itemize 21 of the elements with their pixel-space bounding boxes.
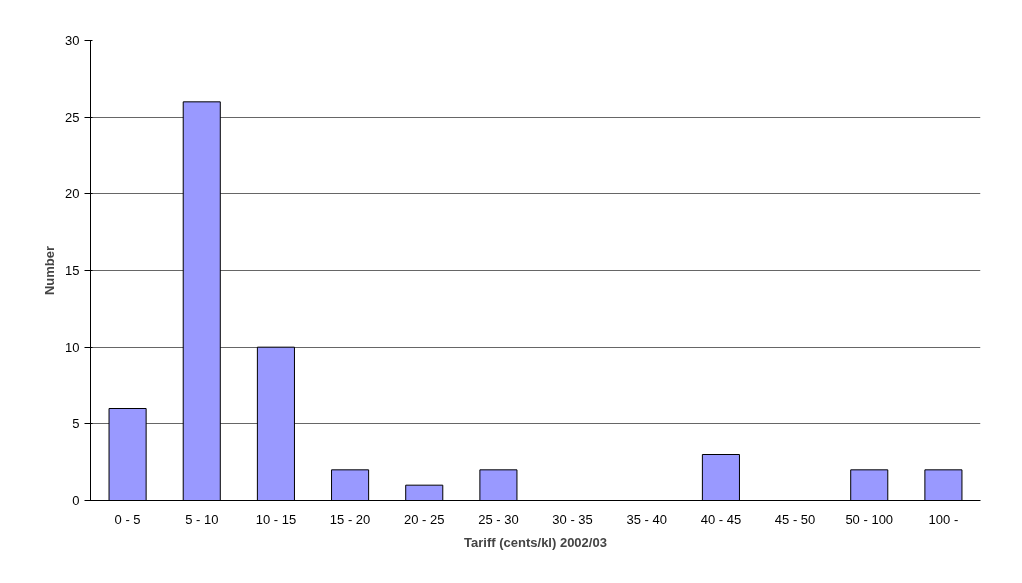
x-tick-label: 45 - 50 — [774, 511, 816, 527]
x-axis-title: Tariff (cents/kl) 2002/03 — [464, 534, 607, 550]
y-tick-label: 5 — [72, 416, 80, 432]
x-tick-label: 35 - 40 — [626, 511, 667, 527]
y-tick-label: 15 — [65, 263, 80, 278]
x-tick-label: 40 - 45 — [700, 511, 742, 527]
y-axis-title: Number — [42, 245, 58, 296]
x-tick-label: 15 - 20 — [329, 511, 371, 527]
x-tick-label: 100 - — [928, 511, 959, 527]
x-tick-label: 50 - 100 — [845, 511, 894, 527]
x-tick-label: 20 - 25 — [404, 511, 445, 527]
y-tick-label: 0 — [72, 493, 80, 508]
y-tick-label: 10 — [65, 339, 80, 355]
y-tick-label: 25 — [65, 109, 80, 125]
y-tick-label: 30 — [65, 33, 80, 48]
x-tick-label: 10 - 15 — [255, 511, 297, 527]
y-tick-label: 20 — [65, 186, 80, 202]
x-tick-label: 25 - 30 — [478, 511, 519, 527]
x-tick-label: 5 - 10 — [185, 511, 219, 527]
x-tick-label: 0 - 5 — [114, 511, 141, 527]
x-tick-label: 30 - 35 — [552, 511, 593, 527]
